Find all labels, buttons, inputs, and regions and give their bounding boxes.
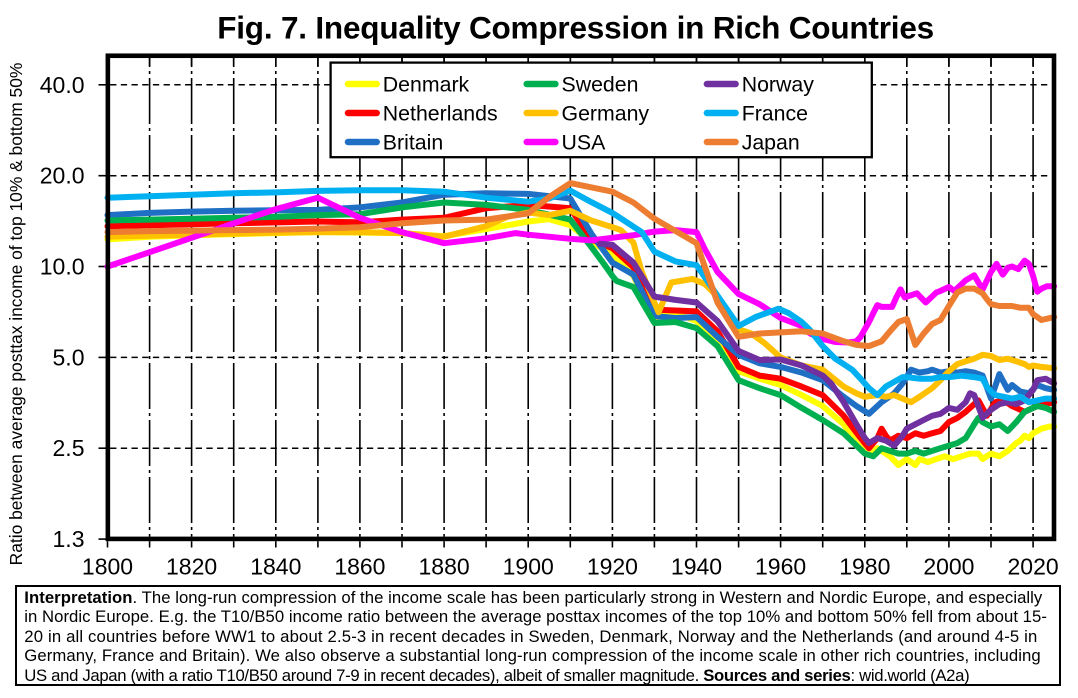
svg-text:1920: 1920 xyxy=(587,554,638,580)
svg-text:2.5: 2.5 xyxy=(53,435,85,461)
svg-text:Ratio between average posttax: Ratio between average posttax income of … xyxy=(6,63,26,566)
svg-text:Japan: Japan xyxy=(742,131,800,155)
svg-text:France: France xyxy=(742,102,808,126)
svg-text:1880: 1880 xyxy=(419,554,470,580)
svg-text:10.0: 10.0 xyxy=(40,254,85,280)
svg-text:2000: 2000 xyxy=(923,554,974,580)
svg-text:Denmark: Denmark xyxy=(383,73,470,97)
svg-text:1900: 1900 xyxy=(503,554,554,580)
svg-text:Sweden: Sweden xyxy=(562,73,639,97)
svg-text:Germany: Germany xyxy=(562,102,650,126)
svg-text:1960: 1960 xyxy=(755,554,806,580)
svg-text:Netherlands: Netherlands xyxy=(383,102,498,126)
svg-text:20.0: 20.0 xyxy=(40,163,85,189)
svg-text:40.0: 40.0 xyxy=(40,72,85,98)
svg-text:USA: USA xyxy=(562,131,607,155)
svg-text:Norway: Norway xyxy=(742,73,815,97)
svg-text:1.3: 1.3 xyxy=(53,526,85,552)
svg-text:Britain: Britain xyxy=(383,131,443,155)
svg-text:Fig. 7. Inequality Compression: Fig. 7. Inequality Compression in Rich C… xyxy=(217,10,934,46)
svg-text:1860: 1860 xyxy=(334,554,385,580)
svg-text:1820: 1820 xyxy=(166,554,217,580)
svg-text:2020: 2020 xyxy=(1008,554,1059,580)
svg-text:5.0: 5.0 xyxy=(53,344,85,370)
svg-text:1840: 1840 xyxy=(250,554,301,580)
svg-text:1940: 1940 xyxy=(671,554,722,580)
svg-text:1800: 1800 xyxy=(82,554,133,580)
svg-text:1980: 1980 xyxy=(839,554,890,580)
